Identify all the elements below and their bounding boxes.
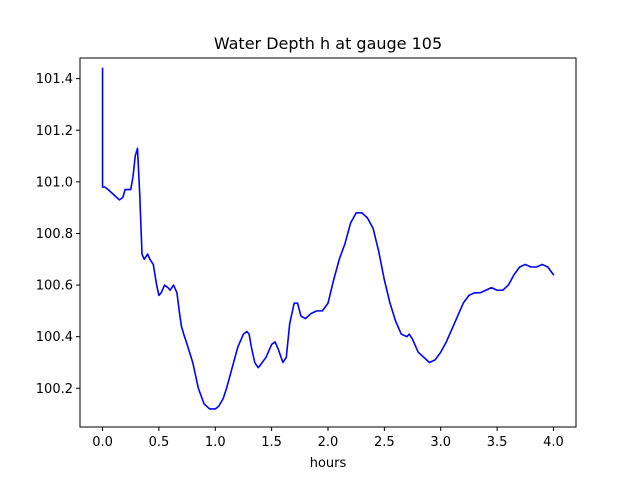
y-tick-label: 100.4	[36, 330, 73, 345]
x-tick-label: 3.5	[487, 435, 508, 450]
series-line-0	[101, 67, 555, 410]
y-tick-label: 100.6	[36, 279, 73, 294]
x-tick-label: 2.0	[318, 435, 339, 450]
x-axis-label: hours	[310, 456, 347, 471]
y-axis-ticks: 100.2 100.4 100.6 100.8 101.0 101.2 101.4	[36, 72, 80, 397]
chart-title: Water Depth h at gauge 105	[214, 34, 442, 53]
x-tick-label: 1.5	[261, 435, 282, 450]
x-tick-label: 4.0	[543, 435, 564, 450]
x-tick-label: 3.0	[430, 435, 451, 450]
y-tick-label: 101.4	[36, 72, 73, 87]
y-tick-label: 100.8	[36, 227, 73, 242]
y-tick-label: 100.2	[36, 382, 73, 397]
plot-frame	[79, 57, 577, 428]
x-tick-label: 0.0	[92, 435, 113, 450]
y-tick-label: 101.0	[36, 175, 73, 190]
plot-area	[101, 67, 555, 410]
x-tick-label: 0.5	[149, 435, 170, 450]
y-tick-label: 101.2	[36, 124, 73, 139]
x-tick-label: 1.0	[205, 435, 226, 450]
x-tick-label: 2.5	[374, 435, 395, 450]
x-axis-ticks: 0.0 0.5 1.0 1.5 2.0 2.5 3.0 3.5 4.0	[92, 427, 564, 450]
